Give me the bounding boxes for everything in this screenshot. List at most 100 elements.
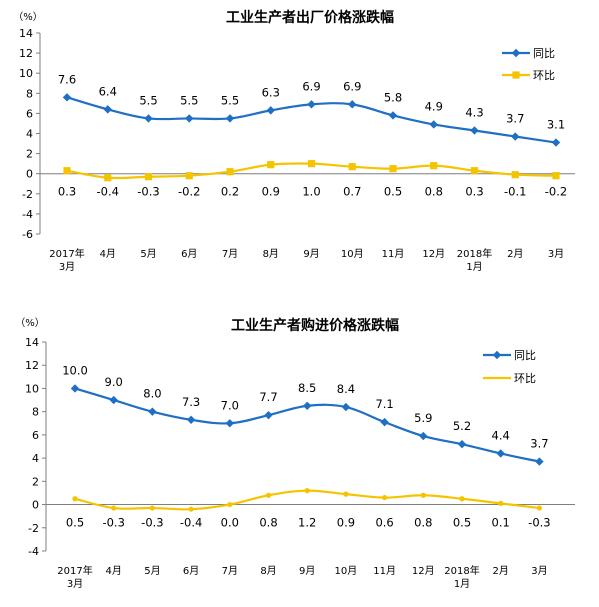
point-mom [536, 505, 543, 511]
point-yoy [341, 402, 351, 412]
data-label-mom: -0.1 [504, 185, 526, 199]
point-yoy [225, 114, 235, 123]
point-mom [149, 505, 155, 511]
data-label-mom: 0.1 [492, 516, 510, 530]
point-yoy [186, 415, 196, 424]
data-label-mom: 0.3 [465, 185, 483, 199]
point-mom [470, 167, 479, 175]
x-tick-label: 7月 [222, 248, 238, 260]
point-mom [63, 167, 71, 175]
legend-label-yoy: 同比 [514, 349, 536, 362]
data-label-yoy: 4.3 [465, 105, 483, 119]
y-tick-label: 0 [32, 499, 39, 512]
point-yoy [348, 100, 357, 109]
data-label-mom: -0.4 [97, 185, 119, 199]
point-yoy [429, 120, 438, 129]
data-label-mom: 0.8 [259, 516, 277, 530]
y-tick-label: 8 [26, 87, 33, 100]
data-label-yoy: 7.1 [375, 397, 393, 411]
point-yoy [388, 111, 398, 120]
x-tick-label: 9月 [303, 248, 319, 260]
x-tick-label: 8月 [263, 248, 279, 260]
data-label-yoy: 5.2 [453, 419, 471, 433]
chart-output-prices: 工业生产者出厂价格涨跌幅（%）-6-4-2024681012142017年3月4… [13, 9, 575, 273]
point-yoy [470, 126, 479, 135]
point-mom [498, 500, 504, 506]
y-tick-label: 2 [32, 475, 39, 488]
data-label-yoy: 3.7 [530, 437, 548, 451]
point-mom [144, 173, 153, 181]
point-mom [267, 161, 275, 169]
data-label-yoy: 3.7 [506, 112, 524, 126]
data-label-yoy: 7.6 [58, 72, 76, 86]
data-label-mom: 1.0 [302, 185, 320, 199]
data-label-yoy: 7.0 [221, 398, 239, 412]
point-yoy [419, 431, 428, 441]
point-yoy [266, 106, 275, 115]
x-tick-label: 6月 [181, 248, 197, 260]
x-tick-label: 2017年 [57, 564, 92, 577]
y-tick-label: 4 [26, 128, 33, 141]
legend-label-yoy: 同比 [533, 47, 555, 60]
point-yoy [70, 384, 80, 393]
data-label-mom: -0.3 [102, 516, 124, 530]
data-label-yoy: 8.4 [337, 382, 355, 396]
legend-marker-yoy [492, 350, 502, 360]
data-label-yoy: 5.5 [221, 93, 239, 107]
x-tick-label: 9月 [299, 565, 315, 577]
data-label-mom: 0.7 [343, 185, 361, 199]
unit-label: （%） [13, 11, 43, 23]
x-tick-label: 2018年 [444, 564, 479, 577]
point-mom [226, 168, 234, 176]
x-tick-label: 2018年 [457, 247, 492, 260]
data-label-mom: 0.3 [58, 185, 76, 199]
y-tick-label: -2 [22, 188, 33, 201]
x-tick-label: 12月 [422, 248, 445, 260]
point-yoy [148, 407, 157, 416]
x-tick-label: 5月 [144, 565, 160, 577]
chart-title: 工业生产者出厂价格涨跌幅 [226, 9, 394, 26]
y-tick-label: 6 [32, 429, 39, 442]
point-yoy [264, 410, 273, 420]
y-tick-label: 14 [25, 336, 39, 349]
data-label-mom: 0.9 [337, 516, 355, 530]
point-yoy [103, 105, 112, 114]
point-yoy [511, 132, 520, 141]
point-yoy [551, 138, 561, 147]
point-mom [552, 172, 560, 180]
point-yoy [144, 114, 153, 123]
x-tick-label: 12月 [412, 565, 435, 577]
point-mom [227, 501, 233, 508]
y-tick-label: 0 [26, 168, 33, 181]
point-yoy [225, 419, 234, 428]
point-mom [389, 165, 397, 173]
x-tick-label: 4月 [106, 565, 122, 577]
data-label-mom: -0.2 [178, 185, 200, 199]
x-tick-label: 6月 [183, 565, 199, 577]
y-tick-label: 10 [25, 382, 39, 395]
data-label-mom: 0.8 [414, 516, 432, 530]
x-tick-label: 11月 [382, 248, 405, 260]
data-label-mom: -0.3 [137, 185, 159, 199]
y-tick-label: 6 [26, 107, 33, 120]
x-tick-label: 2017年 [49, 247, 84, 260]
point-mom [265, 492, 272, 498]
data-label-mom: -0.4 [180, 516, 202, 530]
series-line-mom [74, 489, 540, 511]
point-mom [420, 492, 426, 498]
point-mom [111, 505, 117, 511]
point-yoy [307, 100, 316, 109]
x-tick-label: 3月 [531, 565, 547, 577]
point-yoy [303, 401, 312, 411]
point-yoy [185, 114, 194, 123]
data-label-mom: 0.5 [66, 516, 84, 530]
data-label-yoy: 5.5 [180, 93, 198, 107]
y-tick-label: -4 [28, 545, 39, 558]
point-mom [343, 491, 349, 497]
y-tick-label: 2 [26, 148, 33, 161]
data-label-yoy: 6.9 [302, 79, 320, 93]
data-label-mom: 0.5 [384, 185, 402, 199]
data-label-yoy: 7.3 [182, 395, 200, 409]
